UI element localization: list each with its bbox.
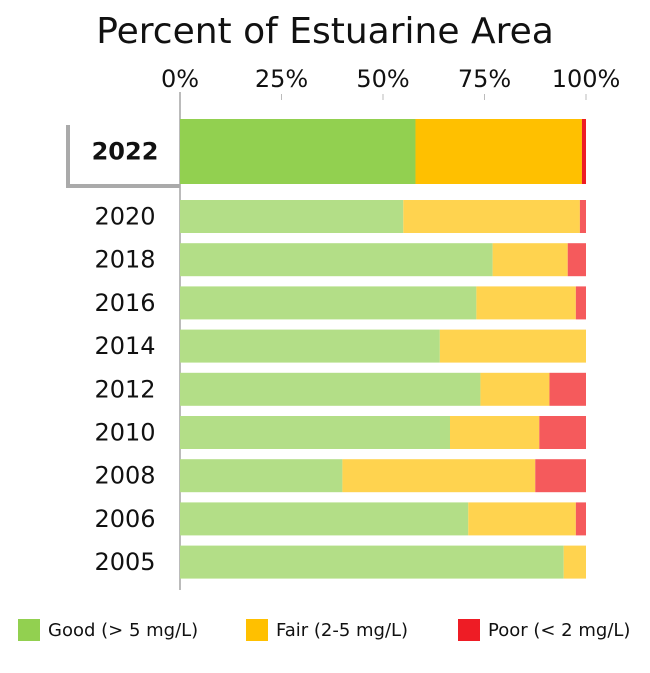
x-tick-label: 75% bbox=[458, 65, 511, 93]
bar-segment bbox=[535, 459, 586, 493]
bar-segment bbox=[180, 459, 343, 493]
bar-segment bbox=[549, 372, 586, 406]
y-tick-label: 2008 bbox=[94, 462, 155, 490]
y-tick-label: 2016 bbox=[94, 289, 155, 317]
highlight-bracket bbox=[66, 125, 180, 188]
bar-segment bbox=[403, 200, 580, 233]
x-tick-label: 50% bbox=[356, 65, 409, 93]
y-tick-label: 2010 bbox=[94, 419, 155, 447]
bar-segment bbox=[180, 243, 493, 277]
bar-segment bbox=[468, 502, 576, 536]
legend-swatch bbox=[18, 619, 40, 641]
bar-segment bbox=[180, 200, 404, 233]
bar-segment bbox=[180, 416, 450, 449]
bar-segment bbox=[579, 200, 586, 233]
bar-segment bbox=[575, 286, 586, 320]
bar-segment bbox=[567, 243, 586, 277]
legend-swatch bbox=[458, 619, 480, 641]
bar-segment bbox=[581, 119, 586, 184]
bar-segment bbox=[476, 286, 576, 320]
x-tick-label: 25% bbox=[255, 65, 308, 93]
bar-segment bbox=[449, 416, 540, 449]
y-tick-label: 2006 bbox=[94, 505, 155, 533]
legend-label: Poor (< 2 mg/L) bbox=[488, 620, 630, 641]
y-tick-label: 2022 bbox=[92, 138, 159, 166]
y-tick-label: 2005 bbox=[94, 548, 155, 576]
bar-segment bbox=[439, 329, 586, 363]
chart-title: Percent of Estuarine Area bbox=[96, 11, 554, 52]
y-tick-label: 2020 bbox=[94, 203, 155, 231]
bar-segment bbox=[180, 329, 440, 363]
x-tick-label: 0% bbox=[161, 65, 199, 93]
y-tick-label: 2012 bbox=[94, 375, 155, 403]
bar-segment bbox=[180, 502, 469, 536]
legend-label: Fair (2-5 mg/L) bbox=[276, 620, 408, 641]
bar-segment bbox=[492, 243, 568, 277]
bar-segment bbox=[563, 545, 586, 579]
bar-segment bbox=[539, 416, 586, 449]
bar-segment bbox=[342, 459, 536, 493]
bar-segment bbox=[415, 119, 582, 184]
y-tick-label: 2018 bbox=[94, 246, 155, 274]
bar-segment bbox=[180, 286, 477, 320]
x-tick-label: 100% bbox=[552, 65, 621, 93]
bar-segment bbox=[480, 372, 550, 406]
bar-segment bbox=[180, 119, 416, 184]
legend-label: Good (> 5 mg/L) bbox=[48, 620, 198, 641]
y-tick-label: 2014 bbox=[94, 332, 155, 360]
bar-segment bbox=[180, 545, 564, 579]
bar-segment bbox=[180, 372, 481, 406]
legend-swatch bbox=[246, 619, 268, 641]
bar-segment bbox=[575, 502, 586, 536]
